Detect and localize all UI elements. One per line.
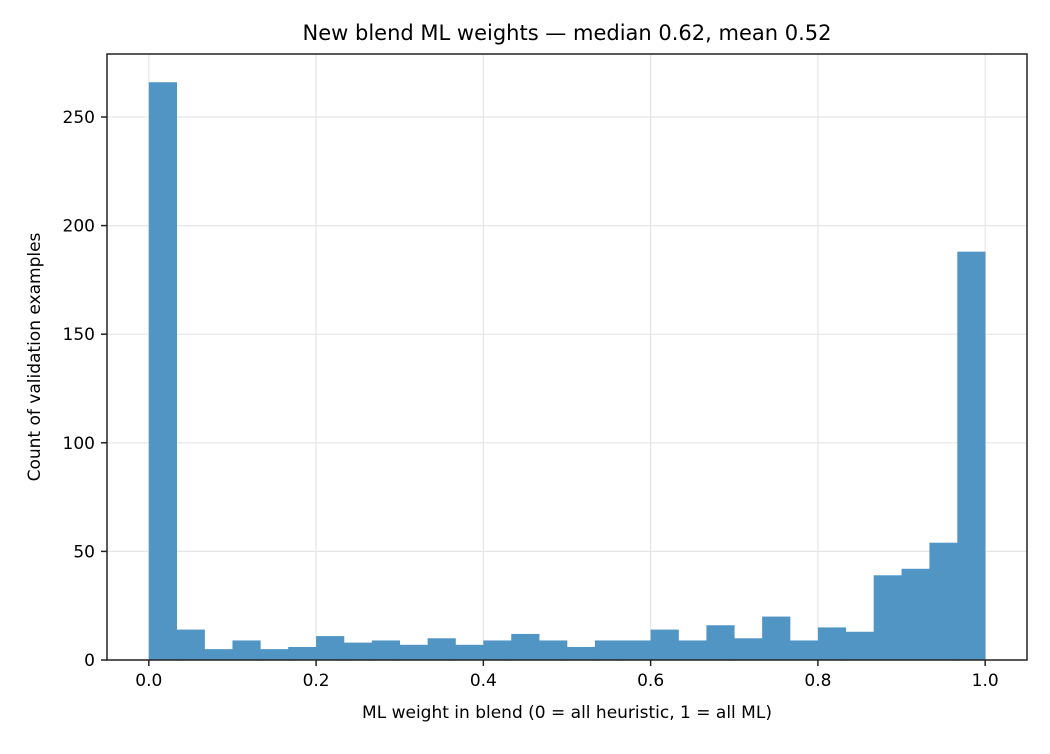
y-tick-label: 200 (63, 217, 95, 237)
histogram-bar (371, 640, 401, 660)
x-axis-label: ML weight in blend (0 = all heuristic, 1… (362, 703, 772, 723)
y-tick-label: 0 (84, 651, 95, 671)
histogram-bar (929, 542, 958, 660)
y-tick-label: 50 (73, 542, 95, 562)
histogram-bar (148, 82, 177, 660)
y-tick-label: 250 (63, 108, 95, 128)
histogram-bar (901, 568, 930, 660)
x-axis-ticks: 0.0 0.2 0.4 0.6 0.8 1.0 (135, 660, 999, 691)
histogram-bar (176, 629, 205, 660)
histogram-bar (511, 633, 540, 660)
histogram-bar (678, 640, 707, 660)
y-axis-label: Count of validation examples (25, 232, 45, 481)
histogram-bar (762, 616, 791, 660)
histogram-bar (539, 640, 568, 660)
y-axis-ticks: 0 50 100 150 200 250 (63, 108, 107, 671)
histogram-bar (204, 649, 233, 660)
x-tick-label: 0.2 (303, 671, 330, 691)
histogram-bar (873, 575, 902, 660)
y-tick-label: 150 (63, 325, 95, 345)
x-tick-label: 1.0 (972, 671, 999, 691)
histogram-bar (427, 638, 456, 660)
histogram-bar (817, 627, 847, 660)
histogram-bar (706, 625, 735, 660)
histogram-bar (316, 636, 345, 660)
grid-lines (107, 54, 1027, 661)
histogram-bar (622, 640, 651, 660)
histogram-bar (343, 642, 373, 660)
y-tick-label: 100 (63, 434, 95, 454)
histogram-bars (148, 82, 986, 660)
plot-frame (106, 53, 1028, 661)
histogram-bar (232, 640, 261, 660)
x-tick-label: 0.0 (135, 671, 162, 691)
histogram-bar (260, 649, 289, 660)
histogram-bar (288, 646, 317, 660)
histogram-bar (594, 640, 624, 660)
histogram-bar (790, 640, 819, 660)
histogram-bar (845, 631, 874, 660)
histogram-bar (455, 644, 484, 660)
x-tick-label: 0.4 (470, 671, 497, 691)
histogram-bar (399, 644, 428, 660)
histogram-bar (567, 646, 596, 660)
histogram-bar (734, 638, 763, 660)
x-tick-label: 0.6 (637, 671, 664, 691)
histogram-bar (483, 640, 512, 660)
chart-title: New blend ML weights — median 0.62, mean… (303, 21, 832, 45)
histogram-bar (650, 629, 679, 660)
histogram-bar (957, 251, 986, 660)
x-tick-label: 0.8 (804, 671, 831, 691)
